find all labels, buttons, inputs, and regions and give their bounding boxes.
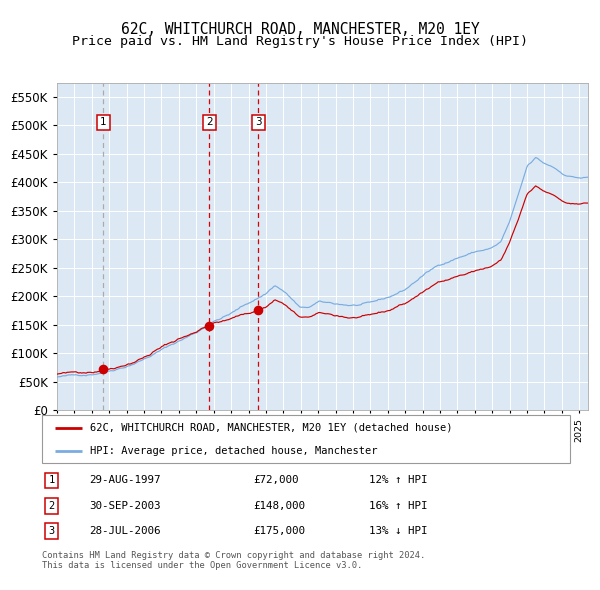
Point [254,306,263,315]
Text: 16% ↑ HPI: 16% ↑ HPI [370,501,428,511]
Text: Contains HM Land Registry data © Crown copyright and database right 2024.
This d: Contains HM Land Registry data © Crown c… [42,551,425,571]
Text: 3: 3 [49,526,55,536]
Point [205,321,214,330]
Point [98,365,108,374]
Text: 3: 3 [255,117,262,127]
Text: 62C, WHITCHURCH ROAD, MANCHESTER, M20 1EY (detached house): 62C, WHITCHURCH ROAD, MANCHESTER, M20 1E… [89,423,452,433]
FancyBboxPatch shape [42,415,570,463]
Text: 1: 1 [100,117,107,127]
Text: 30-SEP-2003: 30-SEP-2003 [89,501,161,511]
Text: Price paid vs. HM Land Registry's House Price Index (HPI): Price paid vs. HM Land Registry's House … [72,35,528,48]
Text: 2: 2 [206,117,212,127]
Text: £175,000: £175,000 [253,526,305,536]
Text: £72,000: £72,000 [253,476,299,486]
Text: 12% ↑ HPI: 12% ↑ HPI [370,476,428,486]
Text: 28-JUL-2006: 28-JUL-2006 [89,526,161,536]
Text: 62C, WHITCHURCH ROAD, MANCHESTER, M20 1EY: 62C, WHITCHURCH ROAD, MANCHESTER, M20 1E… [121,22,479,37]
Text: 1: 1 [49,476,55,486]
Text: £148,000: £148,000 [253,501,305,511]
Text: 13% ↓ HPI: 13% ↓ HPI [370,526,428,536]
Text: 29-AUG-1997: 29-AUG-1997 [89,476,161,486]
Text: 2: 2 [49,501,55,511]
Text: HPI: Average price, detached house, Manchester: HPI: Average price, detached house, Manc… [89,446,377,456]
